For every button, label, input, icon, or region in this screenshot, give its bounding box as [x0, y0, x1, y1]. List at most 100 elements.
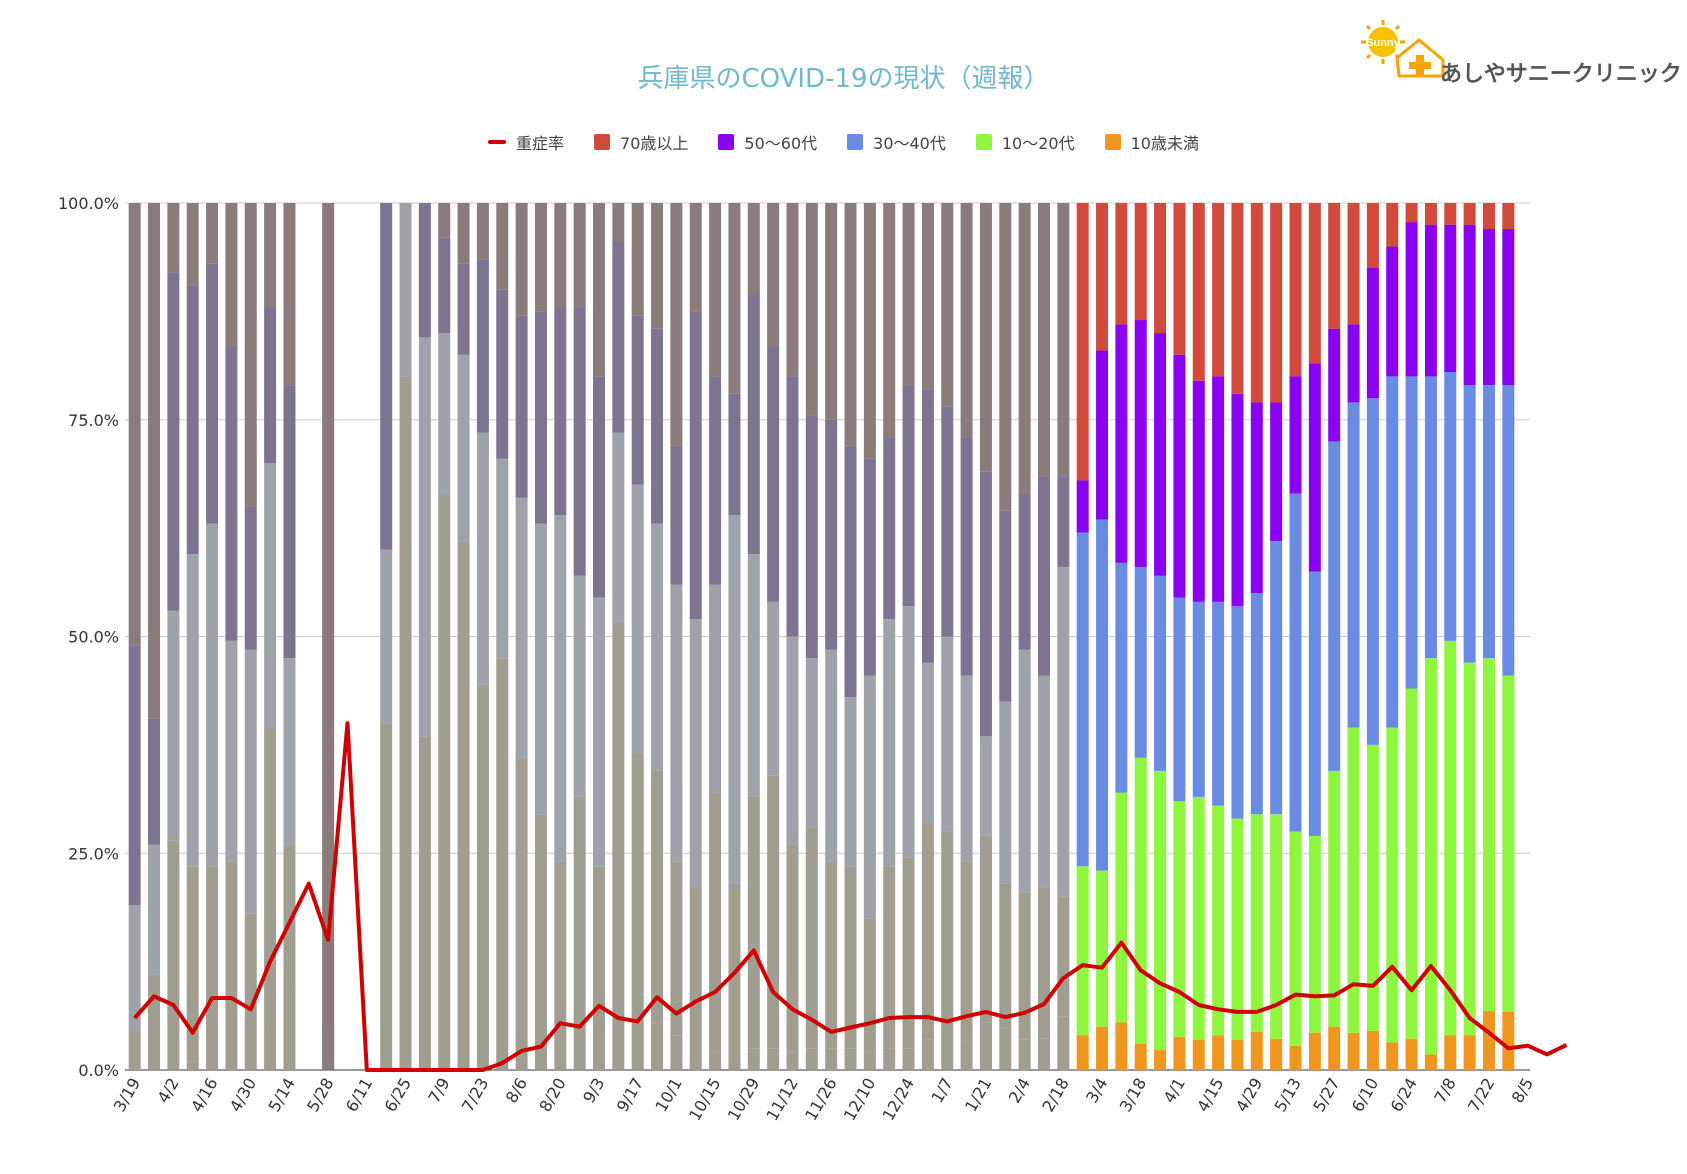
bar-segment: [1134, 757, 1147, 1044]
legend-swatch: [594, 134, 611, 150]
bar-segment: [1405, 203, 1418, 223]
bar-segment: [670, 445, 683, 585]
bar-segment: [651, 523, 664, 771]
bar-segment: [148, 844, 161, 975]
bar-segment: [534, 523, 547, 815]
bar-segment: [979, 835, 992, 1023]
bar-segment: [1463, 1035, 1476, 1070]
bar-segment: [1018, 892, 1031, 1040]
bar-segment: [1444, 224, 1457, 373]
bar-segment: [476, 259, 489, 433]
bar-segment: [1482, 385, 1495, 659]
bar-segment: [863, 1052, 876, 1070]
bar-segment: [883, 203, 896, 438]
x-tick-label: 12/10: [840, 1075, 880, 1124]
bar-segment: [418, 203, 431, 338]
bar-segment: [1386, 246, 1399, 377]
bar-segment: [496, 458, 509, 659]
bar-segment: [902, 857, 915, 1049]
bar-segment: [1386, 203, 1399, 247]
bar-segment: [805, 1048, 818, 1070]
bar-segment: [999, 701, 1012, 884]
bar-segment: [1463, 662, 1476, 1036]
bar-segment: [1134, 1043, 1147, 1070]
bar-segment: [1444, 640, 1457, 1036]
bar-segment: [960, 203, 973, 438]
bar-segment: [206, 866, 219, 1070]
bar-segment: [960, 861, 973, 1042]
clinic-name: あしやサニークリニック: [1440, 62, 1682, 87]
bar-segment: [167, 610, 180, 841]
bar-segment: [941, 203, 954, 407]
bar-segment: [1037, 887, 1050, 1039]
bar-segment: [167, 272, 180, 611]
bar-segment: [825, 419, 838, 650]
bar-segment: [960, 675, 973, 862]
bar-segment: [902, 203, 915, 386]
bar-segment: [1308, 203, 1321, 364]
bar-segment: [593, 597, 606, 867]
bar-segment: [1366, 268, 1379, 399]
bar-segment: [999, 1028, 1012, 1070]
bar-segment: [1018, 1039, 1031, 1070]
bar-segment: [1270, 814, 1283, 1039]
x-tick-label: 1/21: [961, 1075, 995, 1116]
clinic-logo: Sunny: [1355, 18, 1675, 88]
legend-item: 10〜20代: [975, 130, 1075, 154]
bar-segment: [1250, 593, 1263, 815]
bar-segment: [206, 203, 219, 264]
bar-segment: [767, 1048, 780, 1070]
bar-segment: [1192, 601, 1205, 797]
x-tick-label: 8/20: [535, 1075, 569, 1116]
x-tick-label: 3/19: [110, 1075, 144, 1116]
bar-segment: [283, 203, 296, 386]
bar-segment: [612, 623, 625, 1044]
bar-segment: [863, 458, 876, 676]
bar-segment: [264, 727, 277, 1031]
bar-segment: [1115, 203, 1128, 325]
bar-segment: [1037, 675, 1050, 888]
y-tick-label: 50.0%: [68, 628, 119, 647]
x-tick-label: 8/6: [502, 1075, 531, 1107]
x-tick-label: 11/12: [762, 1075, 802, 1124]
logo-word: Sunny: [1366, 37, 1400, 49]
bar-segment: [825, 649, 838, 862]
bar-segment: [1192, 203, 1205, 381]
bar-segment: [1115, 562, 1128, 793]
bar-segment: [825, 861, 838, 1049]
bar-segment: [1154, 1050, 1167, 1070]
bar-segment: [515, 203, 528, 316]
bar-segment: [1173, 597, 1186, 802]
bar-segment: [999, 510, 1012, 702]
bar-segment: [1328, 441, 1341, 771]
bar-segment: [805, 203, 818, 416]
bar-segment: [747, 796, 760, 1049]
bar-segment: [1250, 1031, 1263, 1070]
legend-item: 10歳未満: [1104, 130, 1199, 154]
bar-segment: [631, 753, 644, 1018]
bar-segment: [1076, 480, 1089, 533]
bar-segment: [709, 1052, 722, 1070]
bar-segment: [651, 203, 664, 329]
bar-segment: [1192, 380, 1205, 602]
bar-segment: [186, 1061, 199, 1070]
bar-segment: [1134, 320, 1147, 568]
bar-segment: [921, 1039, 934, 1070]
bar-segment: [1444, 203, 1457, 225]
bar-segment: [902, 606, 915, 858]
bar-segment: [1289, 1045, 1302, 1070]
bar-segment: [747, 554, 760, 797]
bar-segment: [1231, 393, 1244, 607]
bar-segment: [1482, 203, 1495, 230]
y-tick-label: 25.0%: [68, 844, 119, 863]
bar-segment: [244, 649, 257, 914]
bar-segment: [844, 866, 857, 1049]
bar-segment: [515, 315, 528, 498]
legend-item: 50〜60代: [718, 130, 817, 154]
bar-segment: [438, 237, 451, 334]
bar-segment: [1289, 376, 1302, 494]
bar-segment: [1018, 203, 1031, 494]
bar-segment: [186, 285, 199, 555]
legend-label: 30〜40代: [873, 134, 946, 153]
bar-segment: [244, 913, 257, 1070]
